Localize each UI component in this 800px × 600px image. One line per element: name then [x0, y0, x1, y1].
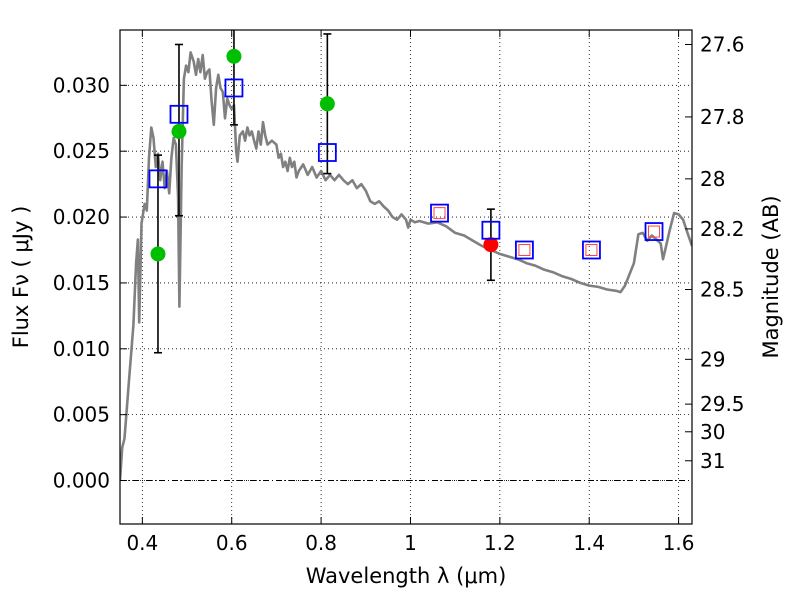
model-square: [515, 240, 534, 260]
x-tick-label: 0.8: [305, 531, 337, 555]
right-tick-label: 28: [700, 167, 725, 191]
right-tick-label: 29: [700, 347, 725, 371]
right-axis-label: Magnitude (AB): [759, 195, 783, 358]
data-point-circle: [171, 123, 187, 139]
y-tick-label: 0.015: [53, 271, 110, 295]
y-tick-label: 0.000: [53, 469, 110, 493]
y-tick-label: 0.030: [53, 73, 110, 97]
right-tick-label: 29.5: [700, 392, 745, 416]
y-axis-label: Flux Fν ( μJy ): [9, 206, 33, 349]
y-tick-label: 0.005: [53, 403, 110, 427]
x-axis-label: Wavelength λ (μm): [306, 564, 507, 588]
data-point-circle: [150, 246, 166, 262]
plot-frame: [119, 29, 693, 525]
ticks: 0.4 0.6 0.8 1 1.2 1.4 1.6 0.000 0.005 0.010 0.015 0…: [53, 30, 745, 555]
right-tick-label: 27.8: [700, 105, 745, 129]
y-tick-label: 0.025: [53, 139, 110, 163]
model-square-inner: [433, 207, 446, 220]
model-square-inner: [518, 243, 531, 256]
y-tick-label: 0.020: [53, 205, 110, 229]
right-tick-label: 31: [700, 449, 725, 473]
model-square-inner: [585, 243, 598, 256]
model-square: [148, 169, 168, 189]
x-tick-label: 1: [404, 531, 417, 555]
model-square: [317, 143, 337, 162]
model-square: [169, 104, 189, 124]
x-tick-label: 0.6: [216, 531, 248, 555]
sed-line: [120, 51, 692, 481]
model-square: [481, 220, 501, 240]
series-layer: [120, 51, 692, 481]
x-tick-label: 0.4: [126, 531, 158, 555]
marker-layer: [148, 30, 664, 354]
x-tick-label: 1.4: [573, 531, 605, 555]
data-point-circle: [226, 48, 242, 64]
model-square: [224, 78, 244, 98]
model-square: [582, 240, 601, 260]
model-square: [430, 203, 449, 223]
right-tick-label: 28.2: [700, 217, 745, 241]
model-square-inner: [648, 225, 661, 238]
y-tick-label: 0.010: [53, 337, 110, 361]
right-tick-label: 28.5: [700, 278, 745, 302]
data-point-circle: [319, 96, 335, 112]
data-point-circle: [483, 237, 499, 253]
right-tick-label: 30: [700, 420, 725, 444]
right-tick-label: 27.6: [700, 32, 745, 56]
model-square: [644, 222, 664, 241]
x-tick-label: 1.6: [663, 531, 695, 555]
x-tick-label: 1.2: [484, 531, 516, 555]
grid: [120, 30, 692, 524]
